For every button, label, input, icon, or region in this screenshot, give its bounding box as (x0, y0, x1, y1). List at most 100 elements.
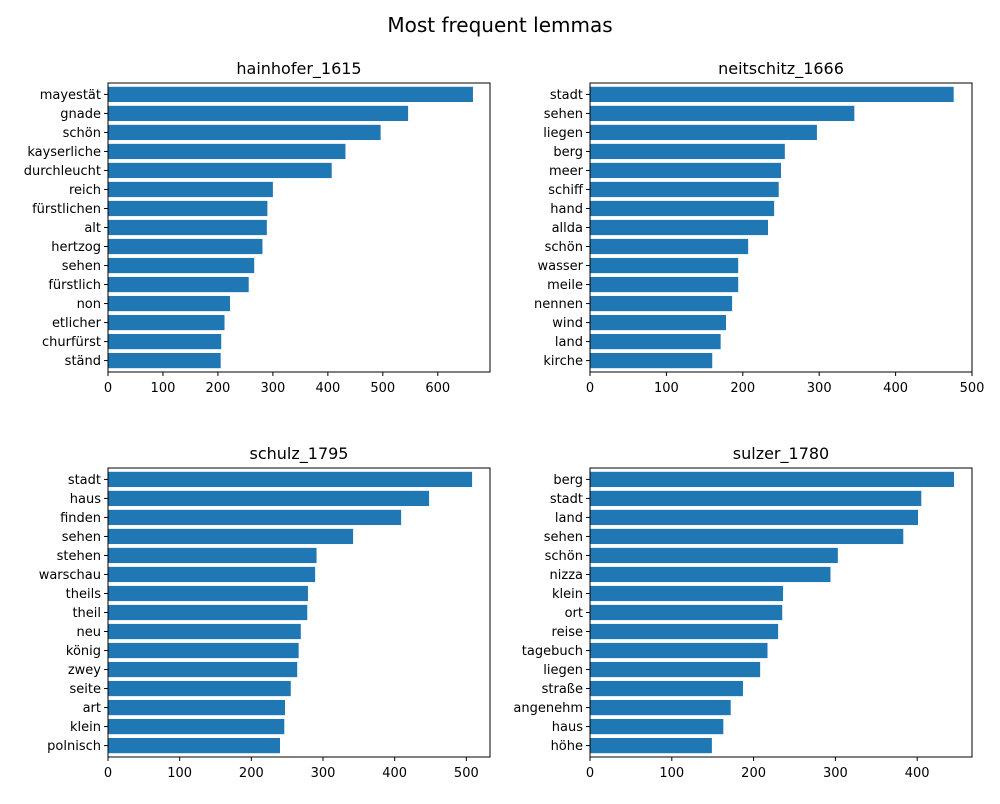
y-tick-label: liegen (543, 663, 583, 678)
bar-sehen (590, 528, 904, 545)
bar-berg (590, 471, 955, 488)
y-tick-label: haus (552, 720, 583, 735)
y-tick-label: sehen (544, 107, 583, 122)
panel-title: schulz_1795 (250, 444, 349, 464)
y-tick-label: tagebuch (522, 644, 583, 659)
y-tick-label: mayestät (40, 88, 101, 103)
bar-kirche (590, 352, 713, 369)
bar-tagebuch (590, 642, 768, 659)
bar-angenehm (590, 699, 731, 716)
bar-nizza (590, 566, 831, 583)
bar-reise (590, 623, 779, 640)
y-tick-label: kirche (543, 354, 583, 369)
y-tick-label: sehen (62, 530, 101, 545)
x-tick-label: 100 (659, 766, 684, 781)
panel-title: hainhofer_1615 (236, 59, 361, 79)
x-tick-label: 100 (167, 766, 192, 781)
x-tick-label: 500 (960, 381, 985, 396)
bar-etlicher (108, 314, 225, 331)
y-tick-label: theil (72, 606, 101, 621)
x-tick-label: 300 (311, 766, 336, 781)
bar-wind (590, 314, 726, 331)
y-tick-label: allda (552, 221, 583, 236)
axes-frame (107, 82, 491, 373)
bar-schiff (590, 181, 779, 198)
bar-durchleucht (108, 162, 332, 179)
y-tick-label: stadt (550, 88, 583, 103)
bar-hand (590, 200, 775, 217)
bar-schön (590, 238, 749, 255)
bar-ort (590, 604, 783, 621)
bar-meile (590, 276, 739, 293)
bar-zwey (108, 661, 298, 678)
y-tick-label: warschau (39, 568, 101, 583)
bar-schön (590, 547, 838, 564)
y-tick-label: hertzog (51, 240, 101, 255)
chart-panels: hainhofer_1615 mayestät gnade schön kayserli… (24, 59, 985, 781)
bar-höhe (590, 737, 712, 754)
y-tick-label: zwey (68, 663, 101, 678)
axes-frame (589, 82, 973, 373)
y-tick-label: berg (553, 145, 583, 160)
y-tick-label: theils (66, 587, 102, 602)
bar-theils (108, 585, 308, 602)
y-tick-label: sehen (62, 259, 101, 274)
x-tick-label: 600 (425, 381, 450, 396)
bar-land (590, 509, 919, 526)
y-tick-label: polnisch (47, 739, 101, 754)
x-tick-label: 100 (151, 381, 176, 396)
y-tick-label: reise (552, 625, 583, 640)
bar-theil (108, 604, 308, 621)
bar-nennen (590, 295, 733, 312)
y-tick-label: höhe (551, 739, 583, 754)
axes-frame (589, 467, 973, 758)
y-tick-label: könig (66, 644, 101, 659)
bar-art (108, 699, 286, 716)
bar-non (108, 295, 231, 312)
y-tick-label: hand (550, 202, 583, 217)
x-tick-label: 400 (905, 766, 930, 781)
bar-klein (108, 718, 285, 735)
bar-seite (108, 680, 291, 697)
bar-polnisch (108, 737, 281, 754)
panel-title: sulzer_1780 (733, 444, 829, 464)
y-tick-label: non (77, 297, 101, 312)
bar-alt (108, 219, 267, 236)
bar-sehen (108, 257, 255, 274)
bar-churfürst (108, 333, 222, 350)
y-tick-label: alt (84, 221, 101, 236)
bar-meer (590, 162, 781, 179)
y-tick-label: land (555, 335, 583, 350)
y-tick-label: ständ (65, 354, 101, 369)
bar-gnade (108, 105, 409, 122)
x-tick-label: 200 (730, 381, 755, 396)
bar-land (590, 333, 721, 350)
bar-stehen (108, 547, 317, 564)
y-tick-label: fürstlich (48, 278, 101, 293)
bar-schön (108, 124, 381, 141)
y-tick-label: wind (552, 316, 583, 331)
y-tick-label: stadt (550, 492, 583, 507)
bar-liegen (590, 124, 817, 141)
x-tick-label: 500 (454, 766, 479, 781)
y-tick-label: schiff (548, 183, 584, 198)
bar-haus (590, 718, 724, 735)
bar-liegen (590, 661, 761, 678)
x-tick-label: 0 (586, 381, 594, 396)
y-tick-label: klein (552, 587, 583, 602)
y-tick-label: angenehm (513, 701, 583, 716)
y-tick-label: stehen (57, 549, 101, 564)
bar-fürstlichen (108, 200, 268, 217)
bar-finden (108, 509, 402, 526)
y-tick-label: neu (77, 625, 101, 640)
bar-stadt (108, 471, 473, 488)
bar-straße (590, 680, 743, 697)
y-tick-label: ort (565, 606, 583, 621)
bar-klein (590, 585, 784, 602)
y-tick-label: stadt (68, 473, 101, 488)
bar-sehen (108, 528, 354, 545)
y-tick-label: klein (70, 720, 101, 735)
